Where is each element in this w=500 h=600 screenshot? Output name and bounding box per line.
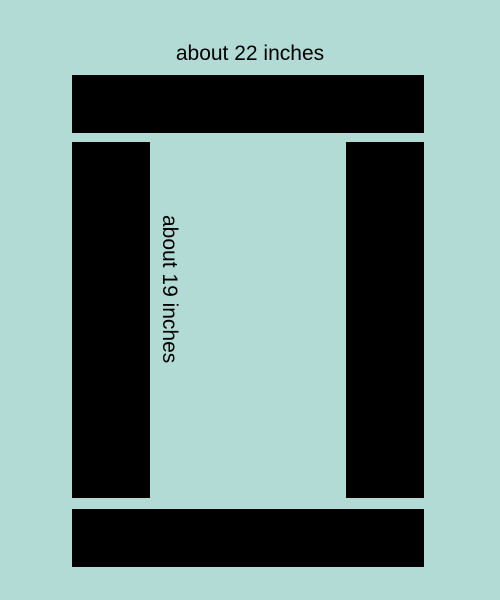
frame-bottom-bar [72, 509, 424, 567]
frame-top-bar [72, 75, 424, 133]
frame-right-bar [346, 142, 424, 498]
frame-left-bar [72, 142, 150, 498]
width-label: about 22 inches [150, 42, 350, 66]
frame-diagram: about 22 inches about 19 inches [0, 0, 500, 600]
height-label: about 19 inches [157, 215, 181, 415]
